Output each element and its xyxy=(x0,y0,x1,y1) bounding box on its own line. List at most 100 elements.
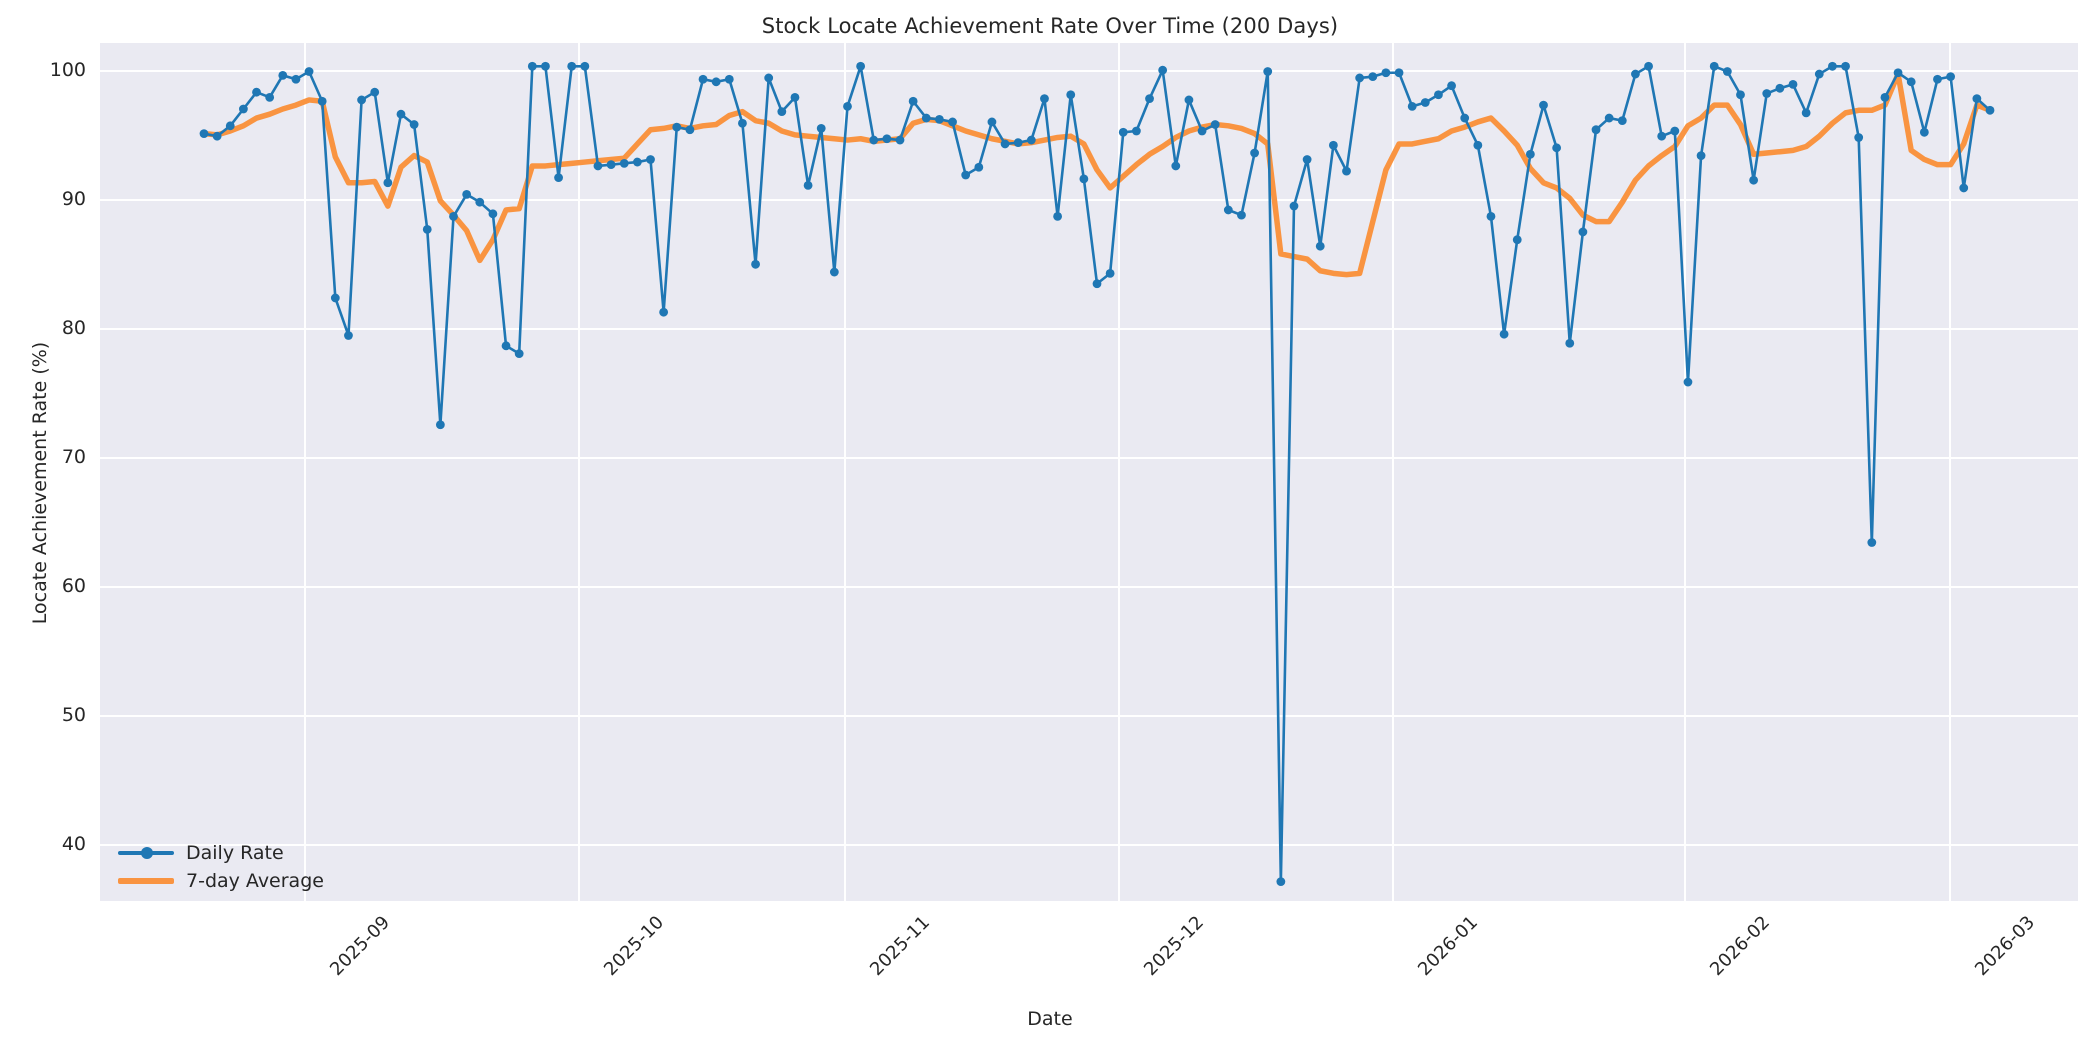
data-point-daily-rate xyxy=(449,212,458,221)
data-point-daily-rate xyxy=(1381,68,1391,78)
data-point-daily-rate xyxy=(869,135,879,145)
data-point-daily-rate xyxy=(803,180,813,190)
legend-label-daily-rate: Daily Rate xyxy=(186,842,284,864)
x-axis-label: Date xyxy=(1027,1008,1073,1030)
data-point-daily-rate xyxy=(501,341,511,351)
xtick-label-2025-12: 2025-12 xyxy=(1140,912,1209,981)
data-point-daily-rate xyxy=(239,104,248,114)
data-point-daily-rate xyxy=(1315,241,1325,251)
data-point-daily-rate xyxy=(1788,80,1798,89)
data-point-daily-rate xyxy=(1670,126,1680,136)
gridline-x-2025-10 xyxy=(578,43,580,901)
data-point-daily-rate xyxy=(1683,377,1693,387)
data-point-daily-rate xyxy=(1210,120,1220,129)
ytick-label-80: 80 xyxy=(61,317,86,339)
data-point-daily-rate xyxy=(1355,73,1365,83)
data-point-daily-rate xyxy=(974,162,984,172)
gridline-y-90 xyxy=(100,199,2078,201)
data-point-daily-rate xyxy=(1079,174,1089,184)
data-point-daily-rate xyxy=(475,197,485,207)
data-point-daily-rate xyxy=(1092,279,1102,289)
gridline-y-100 xyxy=(100,70,2078,72)
data-point-daily-rate xyxy=(1053,212,1062,221)
data-point-daily-rate xyxy=(304,67,314,76)
data-point-daily-rate xyxy=(1145,94,1154,104)
data-point-daily-rate xyxy=(921,113,931,123)
plot-area xyxy=(100,43,2078,901)
data-point-daily-rate xyxy=(541,61,550,71)
data-point-daily-rate xyxy=(554,173,563,182)
legend-swatch-7day-average xyxy=(118,870,174,892)
data-point-daily-rate xyxy=(685,125,695,135)
ytick-label-100: 100 xyxy=(49,59,86,81)
legend-item-daily-rate[interactable]: Daily Rate xyxy=(118,842,324,864)
data-point-daily-rate xyxy=(462,190,472,199)
data-point-daily-rate xyxy=(856,61,866,71)
xtick-label-2026-03: 2026-03 xyxy=(1971,912,2040,981)
data-point-daily-rate xyxy=(738,118,747,128)
data-point-daily-rate xyxy=(1906,77,1916,87)
data-point-daily-rate xyxy=(1696,151,1706,160)
data-point-daily-rate xyxy=(1617,116,1627,126)
data-point-daily-rate xyxy=(1946,72,1955,82)
data-point-daily-rate xyxy=(1026,135,1036,145)
data-point-daily-rate xyxy=(777,107,787,116)
xtick-label-2025-09: 2025-09 xyxy=(326,912,395,981)
legend-line-7day-average xyxy=(118,878,174,884)
data-point-daily-rate xyxy=(1801,108,1811,118)
data-point-daily-rate xyxy=(1709,61,1719,71)
data-point-daily-rate xyxy=(882,134,892,144)
data-point-daily-rate xyxy=(1132,126,1141,136)
data-point-daily-rate xyxy=(1250,148,1259,158)
data-point-daily-rate xyxy=(1342,166,1351,176)
gridline-x-2025-09 xyxy=(304,43,306,901)
data-point-daily-rate xyxy=(1512,235,1522,245)
data-point-daily-rate xyxy=(1552,143,1562,153)
data-point-daily-rate xyxy=(1841,61,1850,71)
data-point-daily-rate xyxy=(357,95,366,105)
ytick-label-70: 70 xyxy=(61,446,86,468)
legend-item-7day-average[interactable]: 7-day Average xyxy=(118,870,324,892)
data-point-daily-rate xyxy=(948,117,957,127)
data-point-daily-rate xyxy=(961,170,971,180)
data-point-daily-rate xyxy=(1394,68,1404,78)
legend-swatch-daily-rate xyxy=(118,842,174,864)
data-point-daily-rate xyxy=(935,114,944,124)
data-point-daily-rate xyxy=(1118,127,1128,137)
data-point-daily-rate xyxy=(1578,227,1588,237)
data-point-daily-rate xyxy=(1460,113,1470,123)
data-point-daily-rate xyxy=(1223,205,1233,215)
data-point-daily-rate xyxy=(1171,161,1181,171)
data-point-daily-rate xyxy=(698,74,708,84)
ytick-label-60: 60 xyxy=(61,575,86,597)
gridline-x-2026-03 xyxy=(1949,43,1951,901)
xtick-label-2025-10: 2025-10 xyxy=(600,912,669,981)
data-point-daily-rate xyxy=(252,87,261,97)
series-line-daily-rate xyxy=(202,64,1992,883)
data-point-daily-rate xyxy=(409,120,419,129)
xtick-label-2026-02: 2026-02 xyxy=(1706,912,1775,981)
data-point-daily-rate xyxy=(1184,95,1194,105)
series-line-7day-average xyxy=(201,71,1993,278)
data-point-daily-rate xyxy=(422,224,432,234)
data-point-daily-rate xyxy=(514,349,524,358)
data-point-daily-rate xyxy=(619,158,629,168)
data-point-daily-rate xyxy=(212,131,222,141)
data-point-daily-rate xyxy=(435,420,445,430)
data-point-daily-rate xyxy=(1631,69,1640,79)
data-point-daily-rate xyxy=(1302,155,1312,164)
data-point-daily-rate xyxy=(370,87,380,97)
data-point-daily-rate xyxy=(567,61,577,71)
data-point-daily-rate xyxy=(1736,90,1745,100)
data-point-daily-rate xyxy=(199,129,209,138)
path-daily-rate xyxy=(202,64,1992,883)
y-axis-label: Locate Achievement Rate (%) xyxy=(29,341,51,625)
data-point-daily-rate xyxy=(1525,149,1535,159)
data-point-daily-rate xyxy=(1158,65,1168,75)
data-series-canvas xyxy=(199,61,1995,886)
data-point-daily-rate xyxy=(632,157,642,167)
data-point-daily-rate xyxy=(908,96,918,106)
data-point-daily-rate xyxy=(344,331,353,340)
data-point-daily-rate xyxy=(1276,877,1286,886)
